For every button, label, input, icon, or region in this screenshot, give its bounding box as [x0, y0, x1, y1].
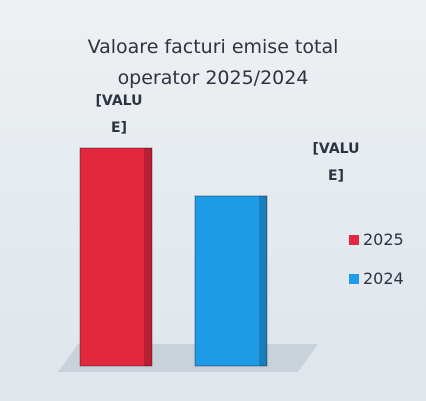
- legend-label: 2024: [363, 269, 404, 288]
- legend-label: 2025: [363, 230, 404, 249]
- bar: [194, 195, 268, 367]
- bar: [79, 147, 153, 367]
- legend-item: 2024: [349, 259, 404, 298]
- legend-swatch: [349, 234, 359, 245]
- legend: 2025 2024: [349, 220, 404, 298]
- chart-title: Valoare facturi emise total operator 202…: [87, 36, 339, 89]
- data-label: [VALUE]: [312, 140, 360, 184]
- legend-item: 2025: [349, 220, 404, 259]
- legend-swatch: [349, 273, 359, 284]
- data-label: [VALUE]: [95, 93, 143, 136]
- bar-shade: [144, 148, 152, 366]
- bar-shade: [259, 195, 267, 366]
